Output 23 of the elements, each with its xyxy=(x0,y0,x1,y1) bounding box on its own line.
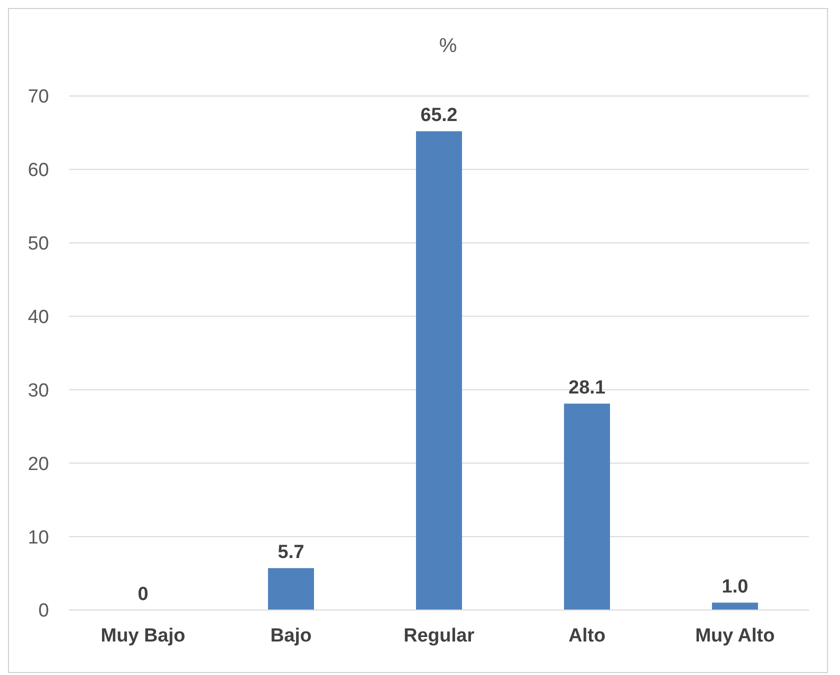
x-tick-label: Muy Bajo xyxy=(100,625,186,646)
y-tick-label: 30 xyxy=(28,380,49,402)
data-label: 0 xyxy=(138,584,148,605)
x-tick-label: Alto xyxy=(568,625,606,646)
y-tick-label: 40 xyxy=(28,307,49,328)
data-label: 65.2 xyxy=(420,105,458,126)
x-tick-label: Muy Alto xyxy=(695,625,775,646)
y-tick-label: 10 xyxy=(28,527,49,548)
data-label: 1.0 xyxy=(722,576,748,598)
y-tick-label: 70 xyxy=(28,86,49,108)
bar xyxy=(712,602,758,610)
y-tick-label: 0 xyxy=(38,600,49,622)
x-tick-label: Regular xyxy=(404,625,475,646)
y-tick-label: 50 xyxy=(28,234,49,255)
chart-title: % xyxy=(438,34,458,59)
bar xyxy=(268,568,314,610)
x-tick-label: Bajo xyxy=(270,625,312,646)
y-tick-label: 60 xyxy=(28,160,49,182)
data-label: 5.7 xyxy=(278,542,304,564)
data-label: 28.1 xyxy=(568,378,606,399)
y-tick-label: 20 xyxy=(28,454,49,475)
bar xyxy=(564,404,610,610)
bar xyxy=(416,131,462,610)
